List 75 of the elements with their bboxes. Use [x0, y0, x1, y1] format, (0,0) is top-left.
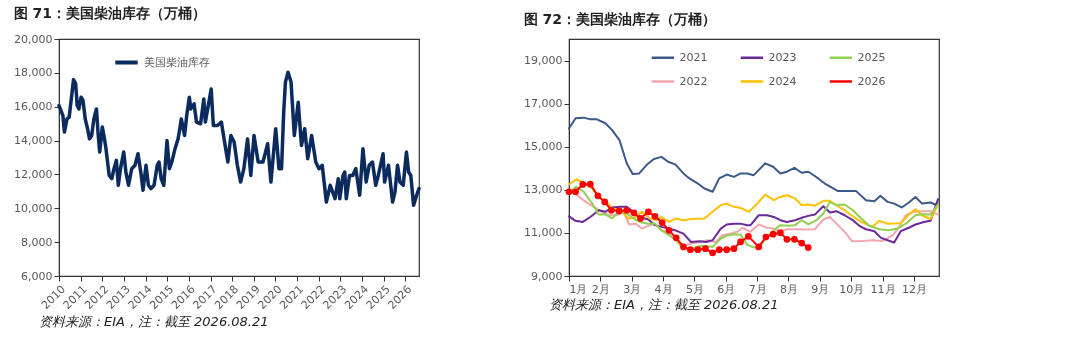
point — [755, 243, 763, 251]
point — [630, 209, 638, 217]
line-series — [57, 70, 421, 207]
legend-label: 2026 — [857, 74, 886, 88]
point — [730, 245, 738, 252]
point — [586, 180, 594, 188]
point — [694, 246, 702, 254]
x-tick-label: 4月 — [654, 282, 673, 296]
point — [579, 181, 587, 188]
point — [745, 233, 752, 240]
y-tick-label: 10,000 — [14, 201, 53, 215]
point — [737, 238, 744, 246]
point — [798, 239, 806, 247]
point — [658, 219, 666, 226]
y-tick-label: 19,000 — [524, 54, 563, 68]
y-tick-label: 12,000 — [14, 167, 53, 181]
point — [607, 206, 615, 214]
y-tick-label: 13,000 — [524, 183, 563, 197]
x-tick-label: 8月 — [779, 282, 798, 296]
y-tick-label: 8,000 — [21, 235, 53, 249]
point — [686, 246, 694, 254]
y-tick-label: 17,000 — [524, 97, 563, 111]
point — [791, 236, 798, 243]
point — [594, 192, 602, 200]
point — [601, 198, 609, 206]
point — [723, 246, 731, 254]
point — [783, 236, 791, 243]
point — [651, 212, 659, 220]
y-tick-label: 20,000 — [14, 32, 53, 46]
point — [665, 226, 673, 234]
point — [672, 234, 680, 242]
line-series — [568, 198, 940, 244]
point — [572, 188, 579, 196]
legend-label: 2021 — [679, 50, 708, 64]
legend-label: 2025 — [857, 50, 886, 64]
x-tick-label: 9月 — [811, 282, 830, 296]
y-tick-label: 16,000 — [14, 100, 53, 114]
x-tick-label: 5月 — [685, 282, 704, 296]
line-series — [568, 178, 940, 228]
x-tick-label: 11月 — [870, 282, 896, 296]
x-tick-label: 2月 — [591, 282, 610, 296]
legend-label: 美国柴油库存 — [144, 55, 210, 69]
y-tick-label: 11,000 — [524, 226, 563, 240]
y-tick-label: 9,000 — [531, 269, 563, 283]
point — [776, 229, 784, 237]
text: 资料来源：EIA，注：截至 2026.08.21 — [39, 314, 269, 329]
y-tick-label: 14,000 — [14, 134, 53, 148]
x-tick-label: 7月 — [748, 282, 767, 296]
point — [565, 188, 573, 196]
x-tick-label: 12月 — [901, 282, 927, 296]
text: 资料来源：EIA，注：截至 2026.08.21 — [549, 297, 779, 312]
point — [762, 233, 770, 241]
point — [615, 207, 623, 215]
y-tick-label: 6,000 — [21, 269, 53, 283]
legend-label: 2023 — [768, 50, 797, 64]
point — [623, 206, 631, 214]
point — [702, 245, 709, 252]
point — [709, 249, 716, 257]
x-tick-label: 10月 — [839, 282, 865, 296]
y-tick-label: 15,000 — [524, 140, 563, 154]
chart-title: 图 71：美国柴油库存（万桶） — [13, 5, 206, 21]
point — [680, 243, 687, 251]
y-tick-label: 18,000 — [14, 66, 53, 80]
line-series — [568, 116, 940, 209]
point — [804, 244, 812, 251]
point — [637, 215, 644, 222]
point — [769, 230, 777, 238]
chart-title: 图 72：美国柴油库存（万桶） — [523, 11, 716, 27]
point — [715, 246, 723, 254]
legend-label: 2022 — [679, 74, 708, 88]
x-tick-label: 6月 — [717, 282, 736, 296]
x-tick-label: 3月 — [623, 282, 642, 296]
legend-label: 2024 — [768, 74, 797, 88]
x-tick-label: 1月 — [569, 282, 588, 296]
point — [644, 208, 652, 216]
